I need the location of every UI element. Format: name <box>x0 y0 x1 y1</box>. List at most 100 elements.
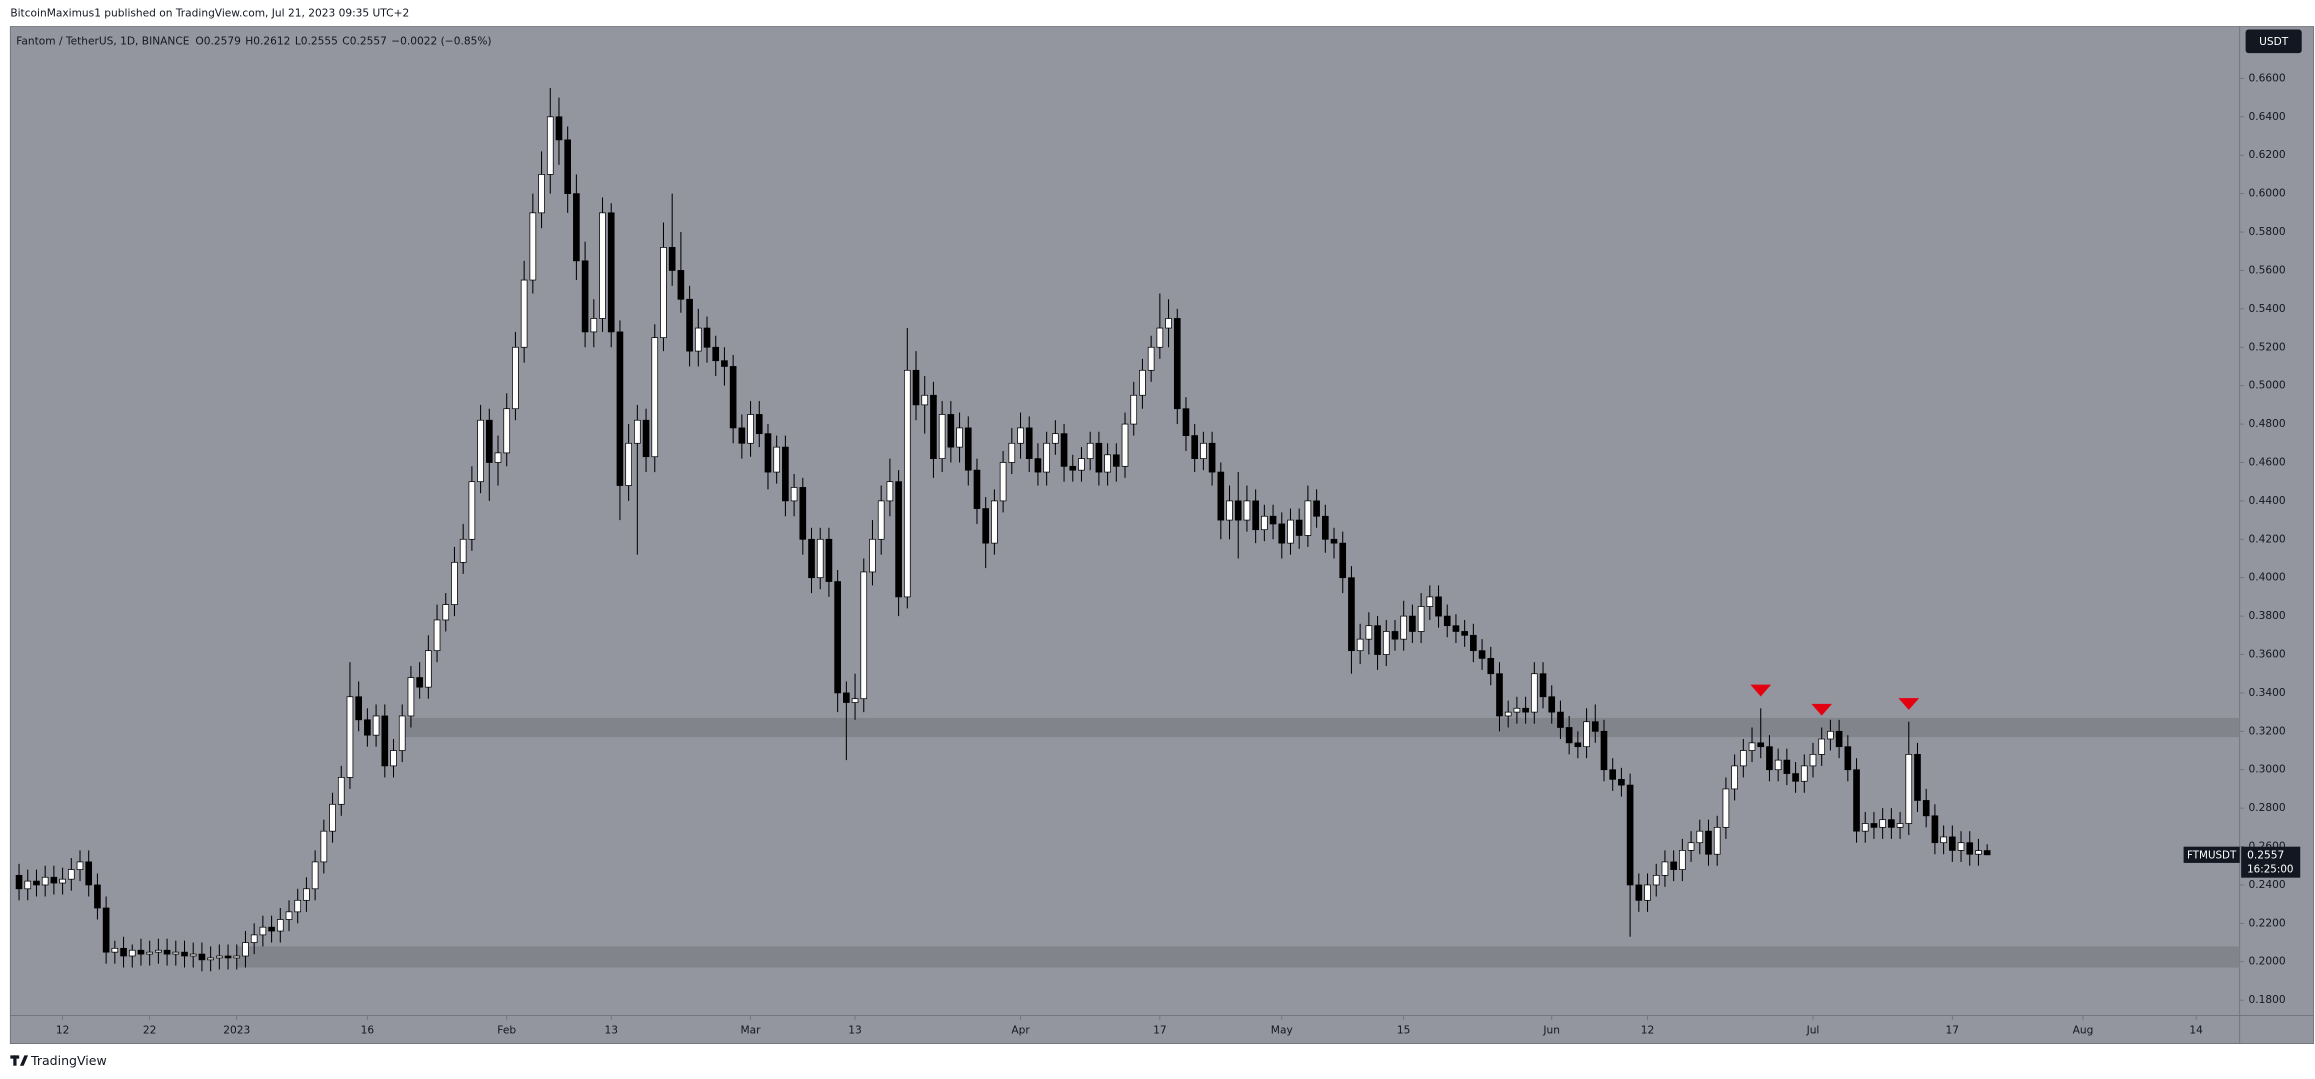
candle-body <box>1034 458 1042 473</box>
candle-body <box>1156 327 1164 348</box>
candle-body <box>625 442 632 486</box>
candle-body <box>1321 515 1329 540</box>
candle-body <box>1670 861 1677 870</box>
candle-body <box>311 861 319 890</box>
currency-badge[interactable] <box>2245 29 2302 54</box>
candle-body <box>991 500 998 544</box>
candle-body <box>895 481 902 598</box>
x-tick-label: 14 <box>2189 1023 2203 1036</box>
x-tick-label: 12 <box>56 1023 70 1036</box>
legend-line: Fantom / TetherUS, 1D, BINANCE O0.2579 H0.… <box>16 34 491 47</box>
legend-value: 0.2612 <box>253 34 290 47</box>
candle-body <box>677 270 685 300</box>
candle-body <box>1374 625 1381 655</box>
candle-body <box>1348 577 1355 652</box>
y-tick-label: 0.2000 <box>2249 955 2286 968</box>
candle-body <box>320 830 328 863</box>
candle-body <box>155 949 162 953</box>
candle-body <box>1975 850 1982 855</box>
plot-area: 0.18000.20000.22000.24000.26000.28000.30… <box>9 26 2314 1045</box>
x-tick-label: Apr <box>1011 1023 1030 1036</box>
candle-body <box>1557 711 1564 728</box>
candle-body <box>1635 884 1643 901</box>
candle-body <box>1417 606 1425 632</box>
candle-body <box>1574 742 1582 748</box>
candle-body <box>1618 778 1625 786</box>
y-tick-label: 0.5200 <box>2249 340 2286 353</box>
symbol-badge <box>2183 846 2240 863</box>
candle-body <box>1330 538 1338 544</box>
candle-body <box>1705 830 1712 855</box>
resistance-marker <box>1750 684 1772 697</box>
candle-body <box>1818 738 1826 755</box>
candle-body <box>1487 657 1495 675</box>
candle-body <box>1269 515 1277 525</box>
candle-body <box>1382 631 1390 655</box>
candle-body <box>1565 727 1573 744</box>
candle-body <box>1853 769 1860 832</box>
candle-body <box>834 581 841 694</box>
x-tick-label: Mar <box>741 1023 762 1036</box>
y-tick-label: 0.3400 <box>2249 686 2286 699</box>
y-tick-label: 0.2400 <box>2249 878 2286 891</box>
candle-body <box>1078 458 1085 471</box>
candle-body <box>1339 542 1347 579</box>
candle-body <box>268 926 275 932</box>
candle-body <box>1139 369 1146 396</box>
y-tick-label: 0.2200 <box>2249 916 2286 929</box>
candle-body <box>163 949 171 955</box>
candle-body <box>686 298 693 352</box>
x-tick-label: Feb <box>497 1023 516 1036</box>
candle-body <box>50 876 58 884</box>
candle-body <box>303 888 310 901</box>
candle-body <box>1591 721 1599 732</box>
candle-body <box>1130 394 1138 425</box>
candle-body <box>189 953 197 957</box>
candle-body <box>1957 842 1965 851</box>
candle-body <box>416 677 423 688</box>
currency-label[interactable]: USDT <box>2259 35 2289 48</box>
candle-body <box>181 951 188 957</box>
candle-body <box>1208 442 1216 473</box>
candle-body <box>982 508 990 544</box>
candle-body <box>1661 861 1669 876</box>
candle-body <box>1522 707 1529 713</box>
y-tick-label: 0.4200 <box>2249 532 2286 545</box>
candle-body <box>651 337 659 458</box>
candle-body <box>1365 625 1373 640</box>
candle-body <box>1966 842 1974 855</box>
candle-body <box>808 538 815 579</box>
candle-body <box>390 750 397 767</box>
candle-body <box>1792 773 1799 782</box>
candle-body <box>947 414 955 448</box>
y-tick-label: 0.4400 <box>2249 494 2286 507</box>
candle-body <box>233 955 241 959</box>
candle-body <box>1121 423 1129 467</box>
y-tick-label: 0.6000 <box>2249 187 2286 200</box>
candle-body <box>1069 465 1077 471</box>
candle-body <box>294 899 302 913</box>
x-tick-label: 15 <box>1397 1023 1411 1036</box>
candle-body <box>1652 874 1660 886</box>
candle-body <box>67 869 75 880</box>
legend-value: 0.2579 <box>204 34 241 47</box>
candle-body <box>1539 673 1547 698</box>
candle-body <box>1234 500 1242 521</box>
candle-body <box>903 369 911 598</box>
candle-body <box>1731 765 1738 790</box>
legend-key: O <box>195 34 203 47</box>
candle-body <box>207 957 214 961</box>
candle-body <box>973 469 981 509</box>
candle-body <box>799 487 807 540</box>
candle-body <box>634 419 641 444</box>
candle-body <box>1461 631 1468 636</box>
candle-body <box>1861 823 1869 832</box>
price-zone <box>236 946 2240 968</box>
x-tick-label: 12 <box>1641 1023 1655 1036</box>
x-tick-label: Jul <box>1806 1023 1820 1036</box>
symbol-label: FTMUSDT <box>2187 850 2237 862</box>
legend-key: H <box>245 34 253 47</box>
candle-body <box>555 116 563 141</box>
candle-body <box>485 419 493 463</box>
